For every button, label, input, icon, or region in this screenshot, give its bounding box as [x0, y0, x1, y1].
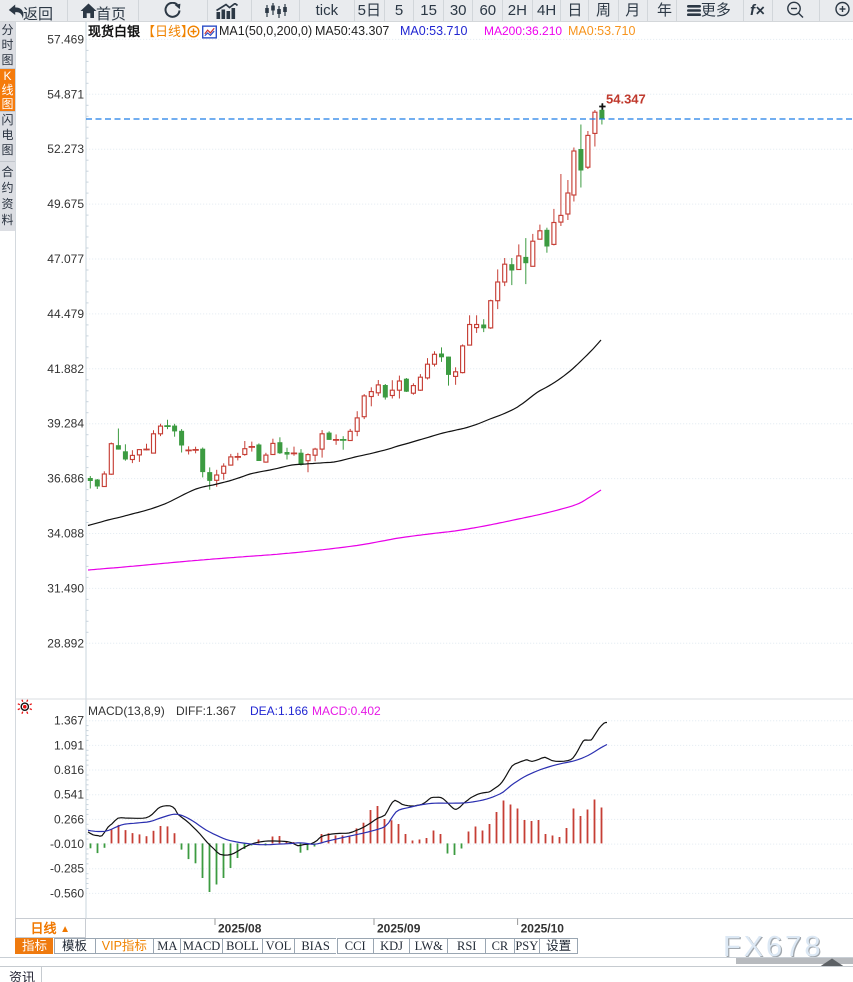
svg-text:2025/10: 2025/10: [521, 922, 565, 936]
svg-text:28.892: 28.892: [47, 636, 84, 650]
svg-text:54.871: 54.871: [47, 87, 84, 101]
svg-text:0.541: 0.541: [54, 788, 84, 802]
svg-text:1.367: 1.367: [54, 714, 84, 728]
svg-text:41.882: 41.882: [47, 362, 84, 376]
svg-text:57.469: 57.469: [47, 32, 84, 46]
svg-text:54.347: 54.347: [606, 92, 646, 107]
svg-text:39.284: 39.284: [47, 417, 84, 431]
svg-text:47.077: 47.077: [47, 252, 84, 266]
svg-text:34.088: 34.088: [47, 527, 84, 541]
svg-text:0.266: 0.266: [54, 812, 84, 826]
svg-text:-0.560: -0.560: [50, 886, 84, 900]
svg-text:0.816: 0.816: [54, 763, 84, 777]
svg-text:31.490: 31.490: [47, 581, 84, 595]
svg-text:1.091: 1.091: [54, 738, 84, 752]
svg-text:52.273: 52.273: [47, 142, 84, 156]
svg-text:44.479: 44.479: [47, 307, 84, 321]
svg-text:-0.285: -0.285: [50, 862, 84, 876]
svg-text:2025/09: 2025/09: [377, 922, 421, 936]
svg-text:49.675: 49.675: [47, 197, 84, 211]
svg-text:36.686: 36.686: [47, 472, 84, 486]
svg-text:-0.010: -0.010: [50, 837, 84, 851]
svg-text:2025/08: 2025/08: [218, 922, 262, 936]
